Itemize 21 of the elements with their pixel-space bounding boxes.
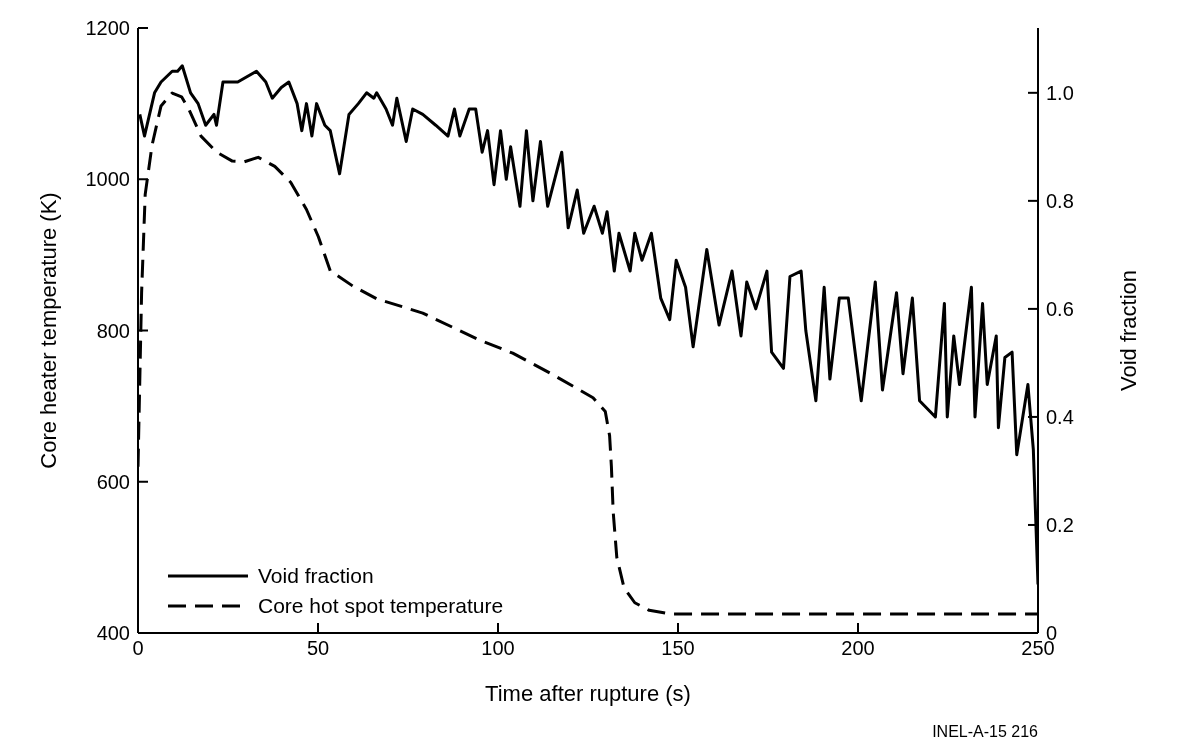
x-tick-label: 100 xyxy=(481,637,515,660)
y2-tick-label: 1.0 xyxy=(1046,81,1074,104)
x-tick-label: 150 xyxy=(661,637,695,660)
y-tick-label: 800 xyxy=(96,319,130,342)
legend-label: Void fraction xyxy=(258,564,374,588)
x-tick-label: 0 xyxy=(132,637,144,660)
legend-label: Core hot spot temperature xyxy=(258,594,504,618)
y2-tick-label: 0.6 xyxy=(1046,297,1074,320)
x-tick-label: 200 xyxy=(841,637,875,660)
y2-tick-label: 0.2 xyxy=(1046,514,1074,537)
y-tick-label: 1000 xyxy=(85,168,130,191)
y2-tick-label: 0.8 xyxy=(1046,189,1074,212)
text: INEL-A-15 216 xyxy=(932,723,1038,741)
x-tick-label: 50 xyxy=(306,637,330,660)
y-tick-label: 400 xyxy=(96,622,130,645)
y2-tick-label: 0.4 xyxy=(1046,406,1074,429)
x-axis-title: Time after rupture (s) xyxy=(485,681,691,706)
y-tick-label: 1200 xyxy=(85,17,130,40)
y-axis-title: Core heater temperature (K) xyxy=(35,192,61,469)
y2-axis-title: Void fraction xyxy=(1115,269,1141,392)
y-tick-label: 600 xyxy=(96,470,130,493)
